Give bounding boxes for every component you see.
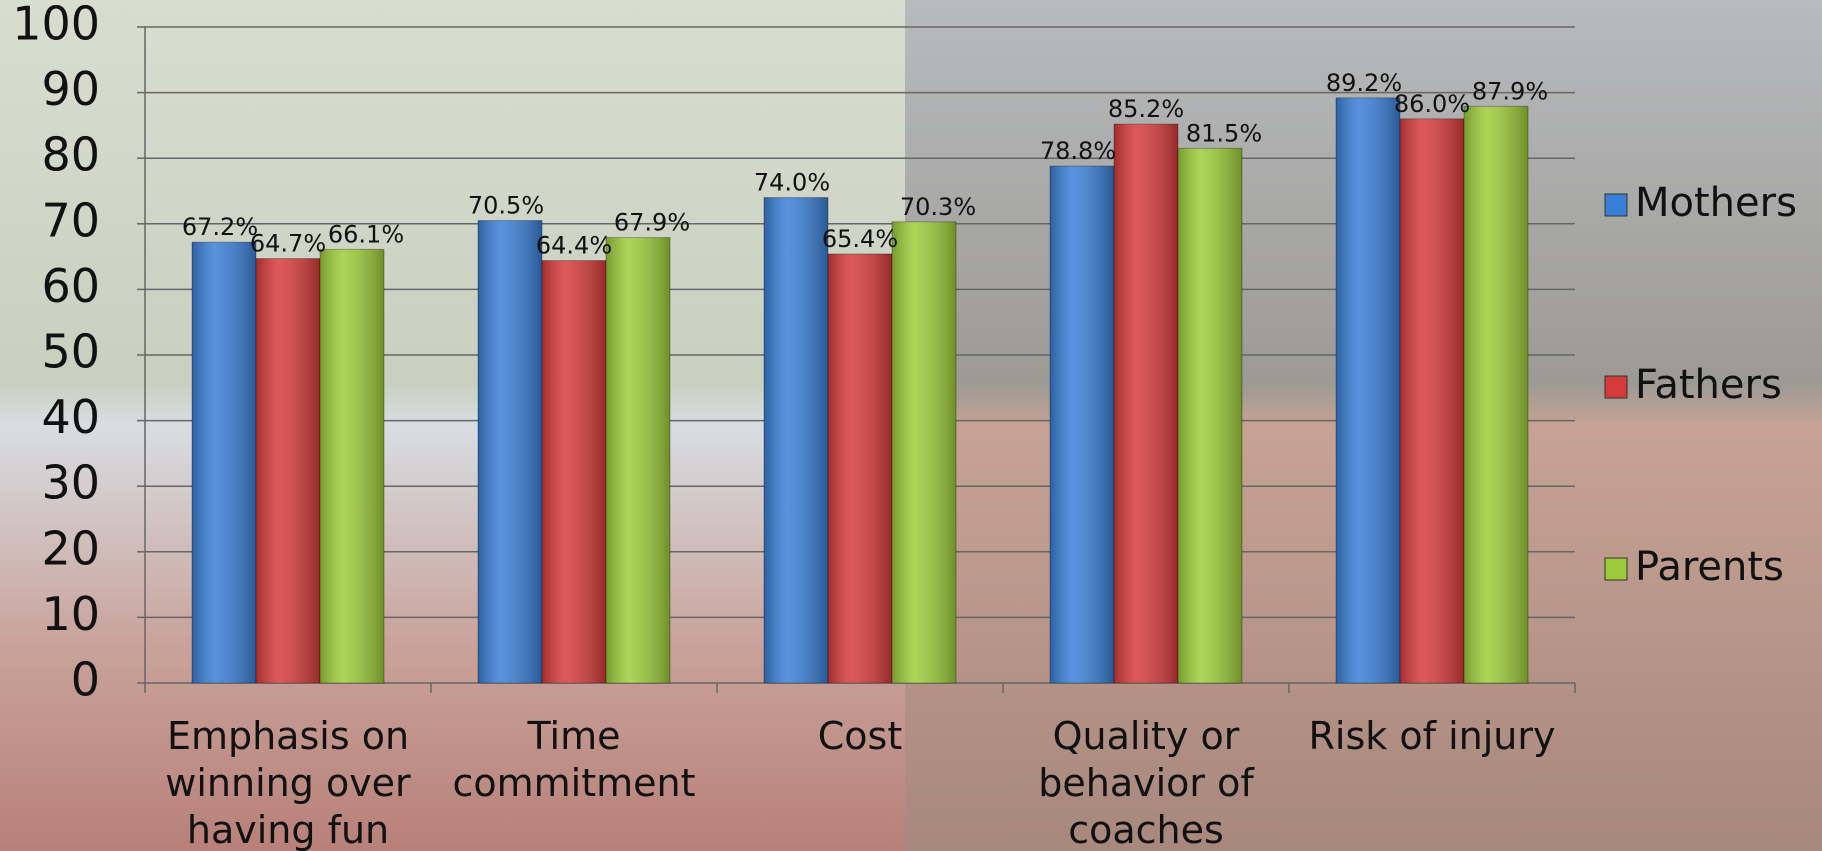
bar-shading bbox=[1336, 97, 1400, 683]
bar-shading bbox=[320, 249, 384, 683]
x-tick-label: Quality or behavior of coaches bbox=[1038, 714, 1254, 851]
value-label: 64.4% bbox=[536, 232, 612, 260]
y-tick-label: 70 bbox=[41, 193, 100, 247]
legend-swatch bbox=[1604, 557, 1628, 581]
value-label: 74.0% bbox=[754, 169, 830, 197]
y-tick-label: 100 bbox=[12, 0, 100, 51]
value-label: 67.2% bbox=[182, 213, 258, 241]
bar-shading bbox=[1178, 148, 1242, 684]
value-label: 66.1% bbox=[328, 220, 404, 248]
bar-shading bbox=[1114, 124, 1178, 683]
y-tick-label: 20 bbox=[41, 521, 100, 575]
y-tick-label: 30 bbox=[41, 456, 100, 510]
value-label: 67.9% bbox=[614, 209, 690, 237]
value-label: 70.3% bbox=[900, 193, 976, 221]
bar-shading bbox=[828, 253, 892, 683]
legend-label: Fathers bbox=[1635, 362, 1782, 408]
legend-label: Parents bbox=[1635, 544, 1784, 590]
bar-shading bbox=[256, 258, 320, 683]
value-label: 81.5% bbox=[1186, 119, 1262, 147]
bar-shading bbox=[606, 237, 670, 684]
y-tick-label: 10 bbox=[41, 587, 100, 641]
x-tick-label: Cost bbox=[817, 714, 903, 758]
value-label: 70.5% bbox=[468, 192, 544, 220]
x-tick-label: Emphasis on winning over having fun bbox=[165, 714, 411, 851]
value-label: 86.0% bbox=[1394, 90, 1470, 118]
legend-swatch bbox=[1604, 375, 1628, 399]
bar-shading bbox=[1050, 166, 1114, 683]
y-tick-label: 50 bbox=[41, 325, 100, 379]
legend-swatch bbox=[1604, 193, 1628, 217]
value-label: 85.2% bbox=[1108, 95, 1184, 123]
y-tick-label: 90 bbox=[41, 62, 100, 116]
value-label: 87.9% bbox=[1472, 77, 1548, 105]
bar-shading bbox=[892, 221, 956, 683]
value-label: 65.4% bbox=[822, 225, 898, 253]
y-tick-label: 60 bbox=[41, 259, 100, 313]
value-label: 78.8% bbox=[1040, 137, 1116, 165]
x-tick-label: Risk of injury bbox=[1308, 714, 1556, 758]
y-tick-label: 80 bbox=[41, 128, 100, 182]
y-tick-label: 40 bbox=[41, 390, 100, 444]
x-tick-label: Time commitment bbox=[452, 714, 696, 805]
value-label: 64.7% bbox=[250, 230, 326, 258]
bar-shading bbox=[192, 242, 256, 683]
legend-label: Mothers bbox=[1635, 180, 1797, 226]
bar-shading bbox=[542, 260, 606, 683]
y-tick-label: 0 bbox=[71, 653, 100, 707]
bar-shading bbox=[1464, 106, 1528, 684]
bar-shading bbox=[1400, 118, 1464, 684]
bar-shading bbox=[764, 197, 828, 683]
value-label: 89.2% bbox=[1326, 69, 1402, 97]
bar-shading bbox=[478, 220, 542, 683]
background-photo bbox=[0, 0, 905, 851]
